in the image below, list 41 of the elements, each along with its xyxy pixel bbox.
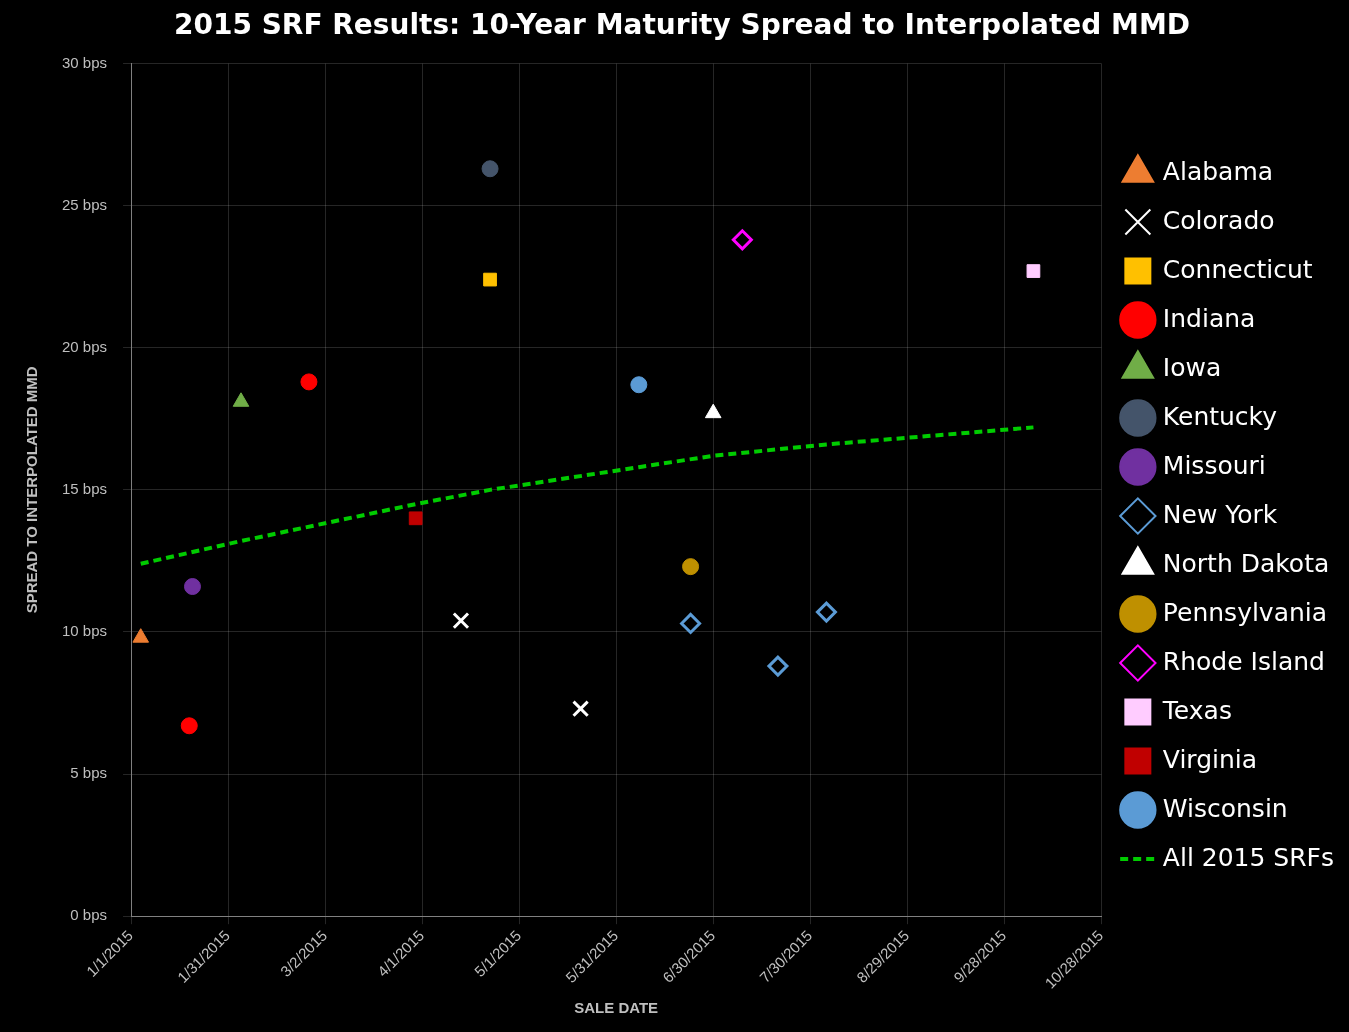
- legend-label: Iowa: [1162, 352, 1222, 382]
- point: [767, 655, 789, 677]
- point: [630, 376, 648, 394]
- point: [408, 511, 423, 526]
- point: [572, 700, 590, 718]
- y-tick-label: 10 bps: [61, 622, 108, 640]
- point: [682, 558, 700, 576]
- point: [1026, 264, 1041, 278]
- point: [452, 612, 470, 630]
- legend-label: Rhode Island: [1162, 646, 1325, 676]
- y-tick-label: 0 bps: [70, 906, 108, 924]
- y-axis-title: SPREAD TO INTERPOLATED MMD: [23, 366, 41, 614]
- point: [680, 612, 702, 634]
- point: [481, 160, 499, 178]
- legend-label: Texas: [1161, 695, 1232, 725]
- legend-label: New York: [1162, 499, 1278, 529]
- x-axis-title: SALE DATE: [574, 999, 659, 1017]
- legend-label: Wisconsin: [1162, 793, 1288, 823]
- point: [815, 601, 837, 623]
- legend-label: North Dakota: [1162, 548, 1330, 578]
- legend-label: Connecticut: [1162, 254, 1313, 284]
- legend-label: Alabama: [1162, 156, 1274, 186]
- y-tick-label: 15 bps: [61, 480, 108, 498]
- line-series: [138, 425, 1036, 566]
- y-tick-label: 30 bps: [61, 53, 108, 71]
- chart-title: 2015 SRF Results: 10-Year Maturity Spread to Interpolated MMD: [173, 8, 1191, 42]
- legend-label: Missouri: [1162, 450, 1266, 480]
- legend-label: Kentucky: [1162, 401, 1278, 431]
- legend-label: Indiana: [1162, 303, 1256, 333]
- y-tick-label: 5 bps: [70, 764, 108, 782]
- legend-label: Virginia: [1162, 744, 1258, 774]
- y-tick-label: 25 bps: [61, 195, 108, 213]
- point: [183, 578, 201, 596]
- point: [731, 229, 753, 251]
- y-tick-label: 20 bps: [61, 337, 108, 355]
- legend-label: Colorado: [1162, 205, 1275, 235]
- point: [483, 272, 497, 287]
- point: [300, 373, 318, 391]
- point: [180, 717, 198, 735]
- legend-label: All 2015 SRFs: [1162, 842, 1334, 872]
- legend-label: Pennsylvania: [1162, 597, 1328, 627]
